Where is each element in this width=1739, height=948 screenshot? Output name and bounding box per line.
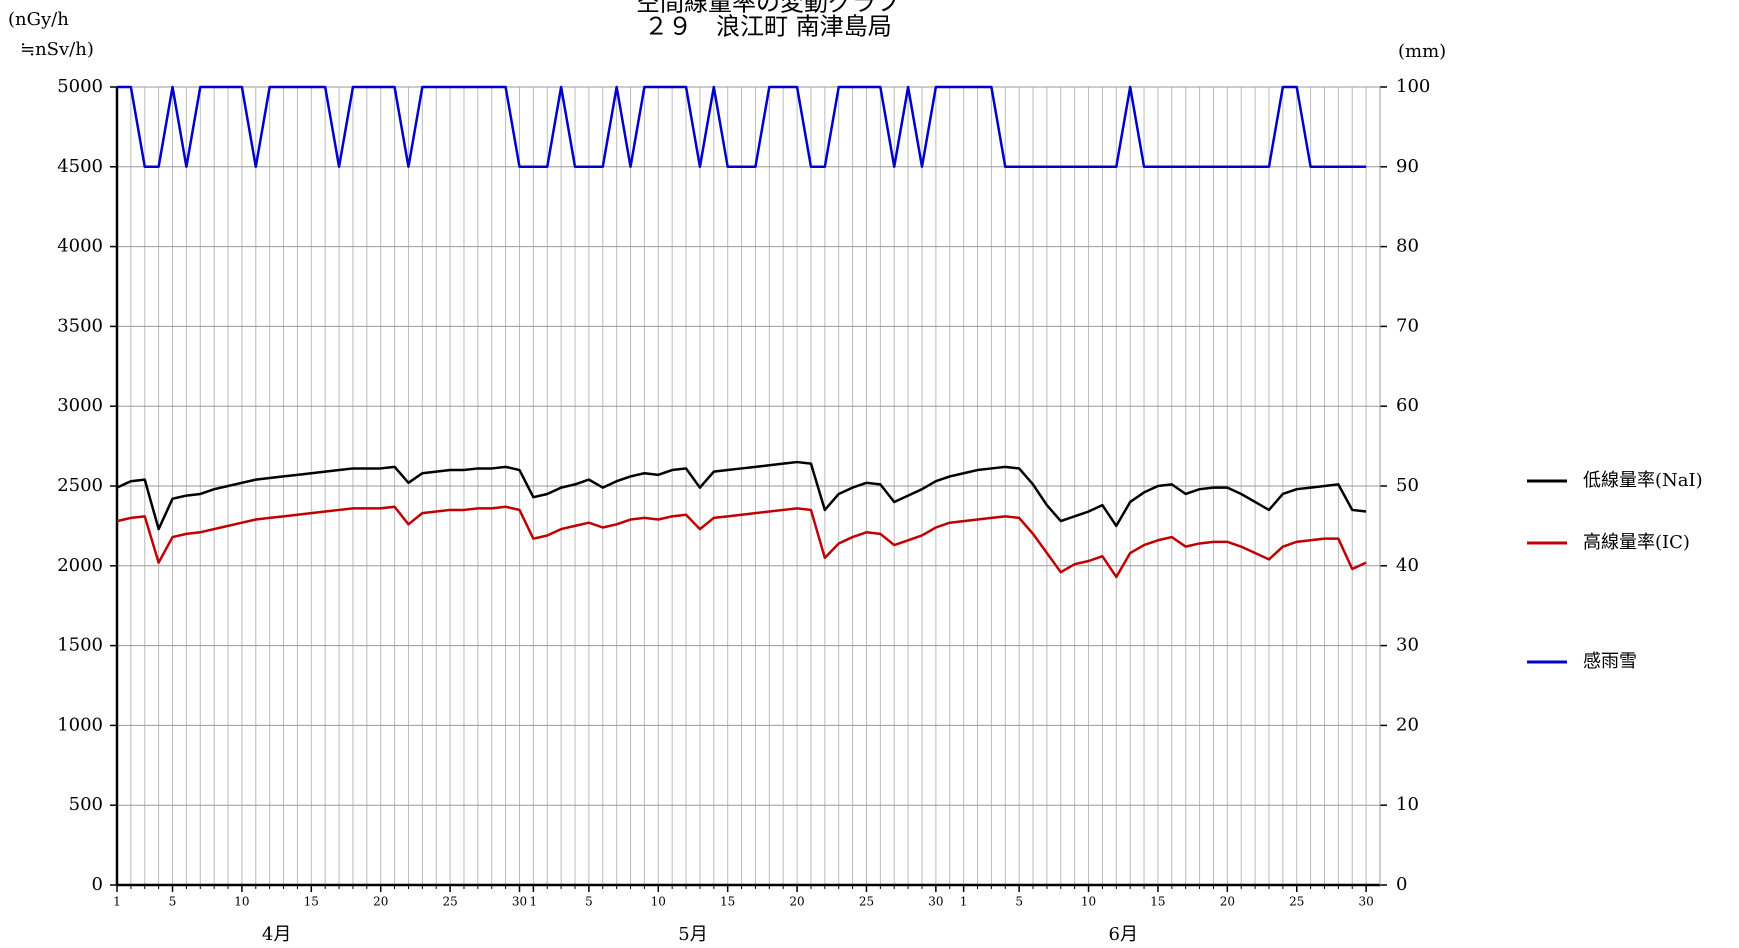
y-tick-label: 5000	[57, 76, 103, 97]
y2-tick-label: 20	[1396, 714, 1419, 735]
x-tick-label: 20	[789, 895, 804, 909]
y-tick-label: 500	[69, 794, 103, 815]
x-tick-label: 5	[1015, 895, 1023, 909]
y2-tick-label: 10	[1396, 794, 1419, 815]
x-tick-label: 20	[1220, 895, 1235, 909]
y2-tick-label: 100	[1396, 76, 1430, 97]
y-tick-label: 3500	[57, 315, 103, 336]
x-tick-label: 5	[169, 895, 177, 909]
series-line	[116, 460, 1367, 531]
y-tick-label: 1500	[57, 635, 103, 656]
x-tick-label: 30	[928, 895, 943, 909]
y2-tick-label: 60	[1396, 395, 1419, 416]
x-tick-label: 30	[1358, 895, 1373, 909]
chart-title: 空間線量率の変動グラフ	[636, 0, 900, 17]
x-tick-label: 30	[512, 895, 527, 909]
x-tick-label: 25	[859, 895, 874, 909]
y2-tick-label: 70	[1396, 315, 1419, 336]
y-tick-label: 4500	[57, 156, 103, 177]
month-label: 4月	[262, 924, 291, 945]
x-tick-label: 10	[234, 895, 249, 909]
month-label: 6月	[1109, 924, 1138, 945]
y-axis-label: (nGy/h	[8, 9, 69, 30]
y2-tick-label: 90	[1396, 156, 1419, 177]
y2-tick-label: 30	[1396, 635, 1419, 656]
y2-tick-label: 80	[1396, 236, 1419, 257]
month-label: 5月	[678, 924, 707, 945]
y-tick-label: 0	[92, 874, 103, 895]
legend-label: 低線量率(NaI)	[1583, 470, 1703, 491]
x-tick-label: 25	[442, 895, 457, 909]
series-line	[116, 505, 1367, 579]
y-tick-label: 3000	[57, 395, 103, 416]
x-tick-label: 10	[1081, 895, 1096, 909]
y-tick-label: 2000	[57, 555, 103, 576]
legend-label: 感雨雪	[1583, 651, 1637, 672]
y2-axis-label: (mm)	[1398, 41, 1446, 62]
x-tick-label: 1	[530, 895, 538, 909]
y-tick-label: 1000	[57, 714, 103, 735]
x-tick-label: 1	[113, 895, 121, 909]
y-tick-label: 2500	[57, 475, 103, 496]
x-tick-label: 20	[373, 895, 388, 909]
y-axis-label: ≒nSv/h)	[20, 39, 94, 60]
x-tick-label: 15	[720, 895, 735, 909]
chart-subtitle: ２９ 浪江町 南津島局	[644, 13, 892, 41]
x-tick-label: 15	[1150, 895, 1165, 909]
series-line	[117, 85, 1367, 169]
x-tick-label: 15	[304, 895, 319, 909]
x-tick-label: 5	[585, 895, 593, 909]
x-tick-label: 25	[1289, 895, 1304, 909]
x-tick-label: 1	[960, 895, 968, 909]
y2-tick-label: 0	[1396, 874, 1407, 895]
legend-label: 高線量率(IC)	[1583, 532, 1690, 553]
y-tick-label: 4000	[57, 236, 103, 257]
x-tick-label: 10	[651, 895, 666, 909]
y2-tick-label: 50	[1396, 475, 1419, 496]
y2-tick-label: 40	[1396, 555, 1419, 576]
